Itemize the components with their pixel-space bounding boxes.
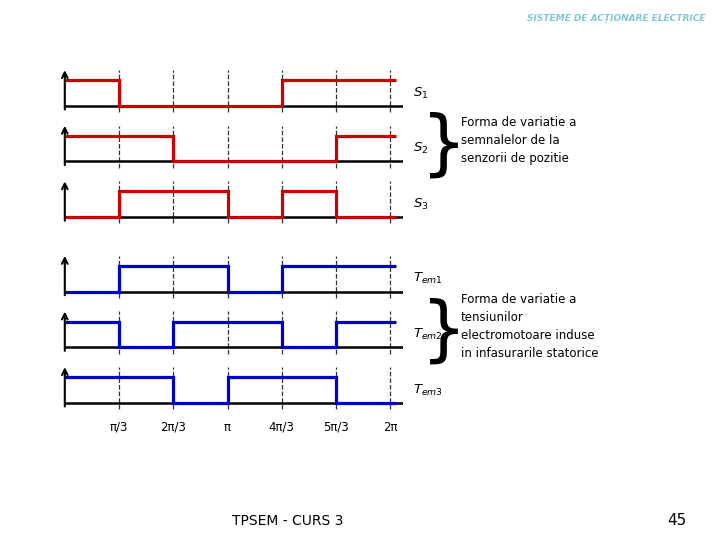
Text: Forma de variatie a
semnalelor de la
senzorii de pozitie: Forma de variatie a semnalelor de la sen… <box>461 116 576 165</box>
Text: π: π <box>224 421 231 434</box>
Text: π/3: π/3 <box>110 421 128 434</box>
Text: }: } <box>421 298 467 366</box>
Text: TPSEM - CURS 3: TPSEM - CURS 3 <box>233 514 343 528</box>
Text: $S_2$: $S_2$ <box>413 141 428 156</box>
Text: 2π/3: 2π/3 <box>161 421 186 434</box>
Text: 5π/3: 5π/3 <box>323 421 349 434</box>
Text: 4π/3: 4π/3 <box>269 421 294 434</box>
Text: $S_1$: $S_1$ <box>413 85 428 100</box>
Text: SISTEME DE ACȚIONARE ELECTRICE: SISTEME DE ACȚIONARE ELECTRICE <box>527 14 706 23</box>
Text: 45: 45 <box>667 513 686 528</box>
Text: }: } <box>421 112 467 180</box>
Text: 2π: 2π <box>383 421 397 434</box>
Text: $T_{em2}$: $T_{em2}$ <box>413 327 442 342</box>
Text: $T_{em1}$: $T_{em1}$ <box>413 271 442 286</box>
Text: Forma de variatie a
tensiunilor
electromotoare induse
in infasurarile statorice: Forma de variatie a tensiunilor electrom… <box>461 293 598 360</box>
Text: $S_3$: $S_3$ <box>413 197 428 212</box>
Text: $T_{em3}$: $T_{em3}$ <box>413 382 443 397</box>
